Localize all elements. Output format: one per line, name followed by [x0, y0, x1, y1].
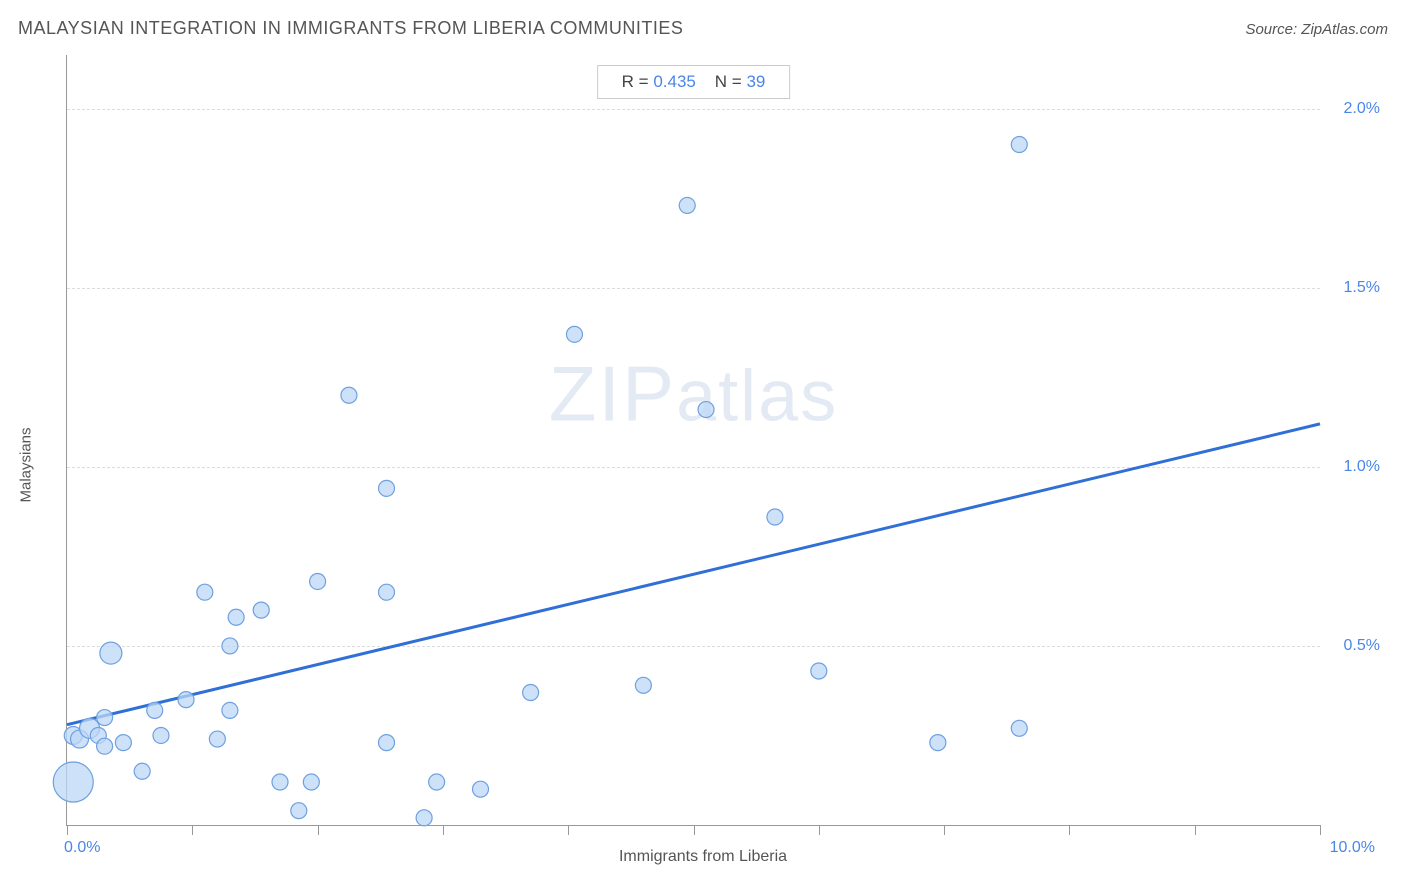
x-axis-label: Immigrants from Liberia: [619, 848, 787, 866]
data-point[interactable]: [153, 727, 169, 743]
x-tick: [944, 825, 945, 835]
data-point[interactable]: [472, 781, 488, 797]
x-tick: [568, 825, 569, 835]
y-tick-label: 1.5%: [1344, 279, 1380, 297]
x-tick: [443, 825, 444, 835]
data-point[interactable]: [679, 197, 695, 213]
data-point[interactable]: [416, 810, 432, 826]
data-point[interactable]: [379, 584, 395, 600]
x-tick: [1069, 825, 1070, 835]
page-title: MALAYSIAN INTEGRATION IN IMMIGRANTS FROM…: [18, 18, 683, 39]
data-point[interactable]: [379, 735, 395, 751]
x-tick: [1195, 825, 1196, 835]
x-tick: [819, 825, 820, 835]
chart-container: Malaysians Immigrants from Liberia R = 0…: [18, 55, 1388, 874]
data-point[interactable]: [811, 663, 827, 679]
data-point[interactable]: [147, 702, 163, 718]
data-point[interactable]: [767, 509, 783, 525]
x-tick-label-last: 10.0%: [1330, 839, 1375, 857]
data-point[interactable]: [566, 326, 582, 342]
n-value: 39: [746, 72, 765, 91]
data-point[interactable]: [100, 642, 122, 664]
data-point[interactable]: [379, 480, 395, 496]
data-point[interactable]: [698, 402, 714, 418]
data-point[interactable]: [341, 387, 357, 403]
r-value: 0.435: [653, 72, 696, 91]
data-point[interactable]: [303, 774, 319, 790]
x-tick: [1320, 825, 1321, 835]
y-tick-label: 0.5%: [1344, 637, 1380, 655]
trendline: [67, 424, 1320, 725]
y-tick-label: 2.0%: [1344, 100, 1380, 118]
data-point[interactable]: [930, 735, 946, 751]
x-tick: [694, 825, 695, 835]
x-tick-label-first: 0.0%: [64, 839, 100, 857]
plot-area: R = 0.435 N = 39 ZIPatlas 0.0%10.0%0.5%1…: [66, 55, 1320, 826]
r-label: R =: [622, 72, 649, 91]
data-point[interactable]: [53, 762, 93, 802]
y-axis-label: Malaysians: [18, 427, 35, 502]
svg-layer: [67, 55, 1320, 825]
data-point[interactable]: [310, 573, 326, 589]
data-point[interactable]: [197, 584, 213, 600]
x-tick: [67, 825, 68, 835]
x-tick: [192, 825, 193, 835]
data-point[interactable]: [97, 710, 113, 726]
data-point[interactable]: [97, 738, 113, 754]
data-point[interactable]: [1011, 720, 1027, 736]
source-attribution: Source: ZipAtlas.com: [1245, 21, 1388, 38]
data-point[interactable]: [209, 731, 225, 747]
data-point[interactable]: [429, 774, 445, 790]
stats-box: R = 0.435 N = 39: [597, 65, 791, 99]
data-point[interactable]: [115, 735, 131, 751]
data-point[interactable]: [228, 609, 244, 625]
y-tick-label: 1.0%: [1344, 458, 1380, 476]
data-point[interactable]: [291, 803, 307, 819]
n-label: N =: [715, 72, 742, 91]
x-tick: [318, 825, 319, 835]
data-point[interactable]: [253, 602, 269, 618]
data-point[interactable]: [272, 774, 288, 790]
data-point[interactable]: [222, 638, 238, 654]
data-point[interactable]: [523, 684, 539, 700]
data-point[interactable]: [1011, 137, 1027, 153]
data-point[interactable]: [178, 692, 194, 708]
data-point[interactable]: [635, 677, 651, 693]
data-point[interactable]: [222, 702, 238, 718]
data-point[interactable]: [134, 763, 150, 779]
